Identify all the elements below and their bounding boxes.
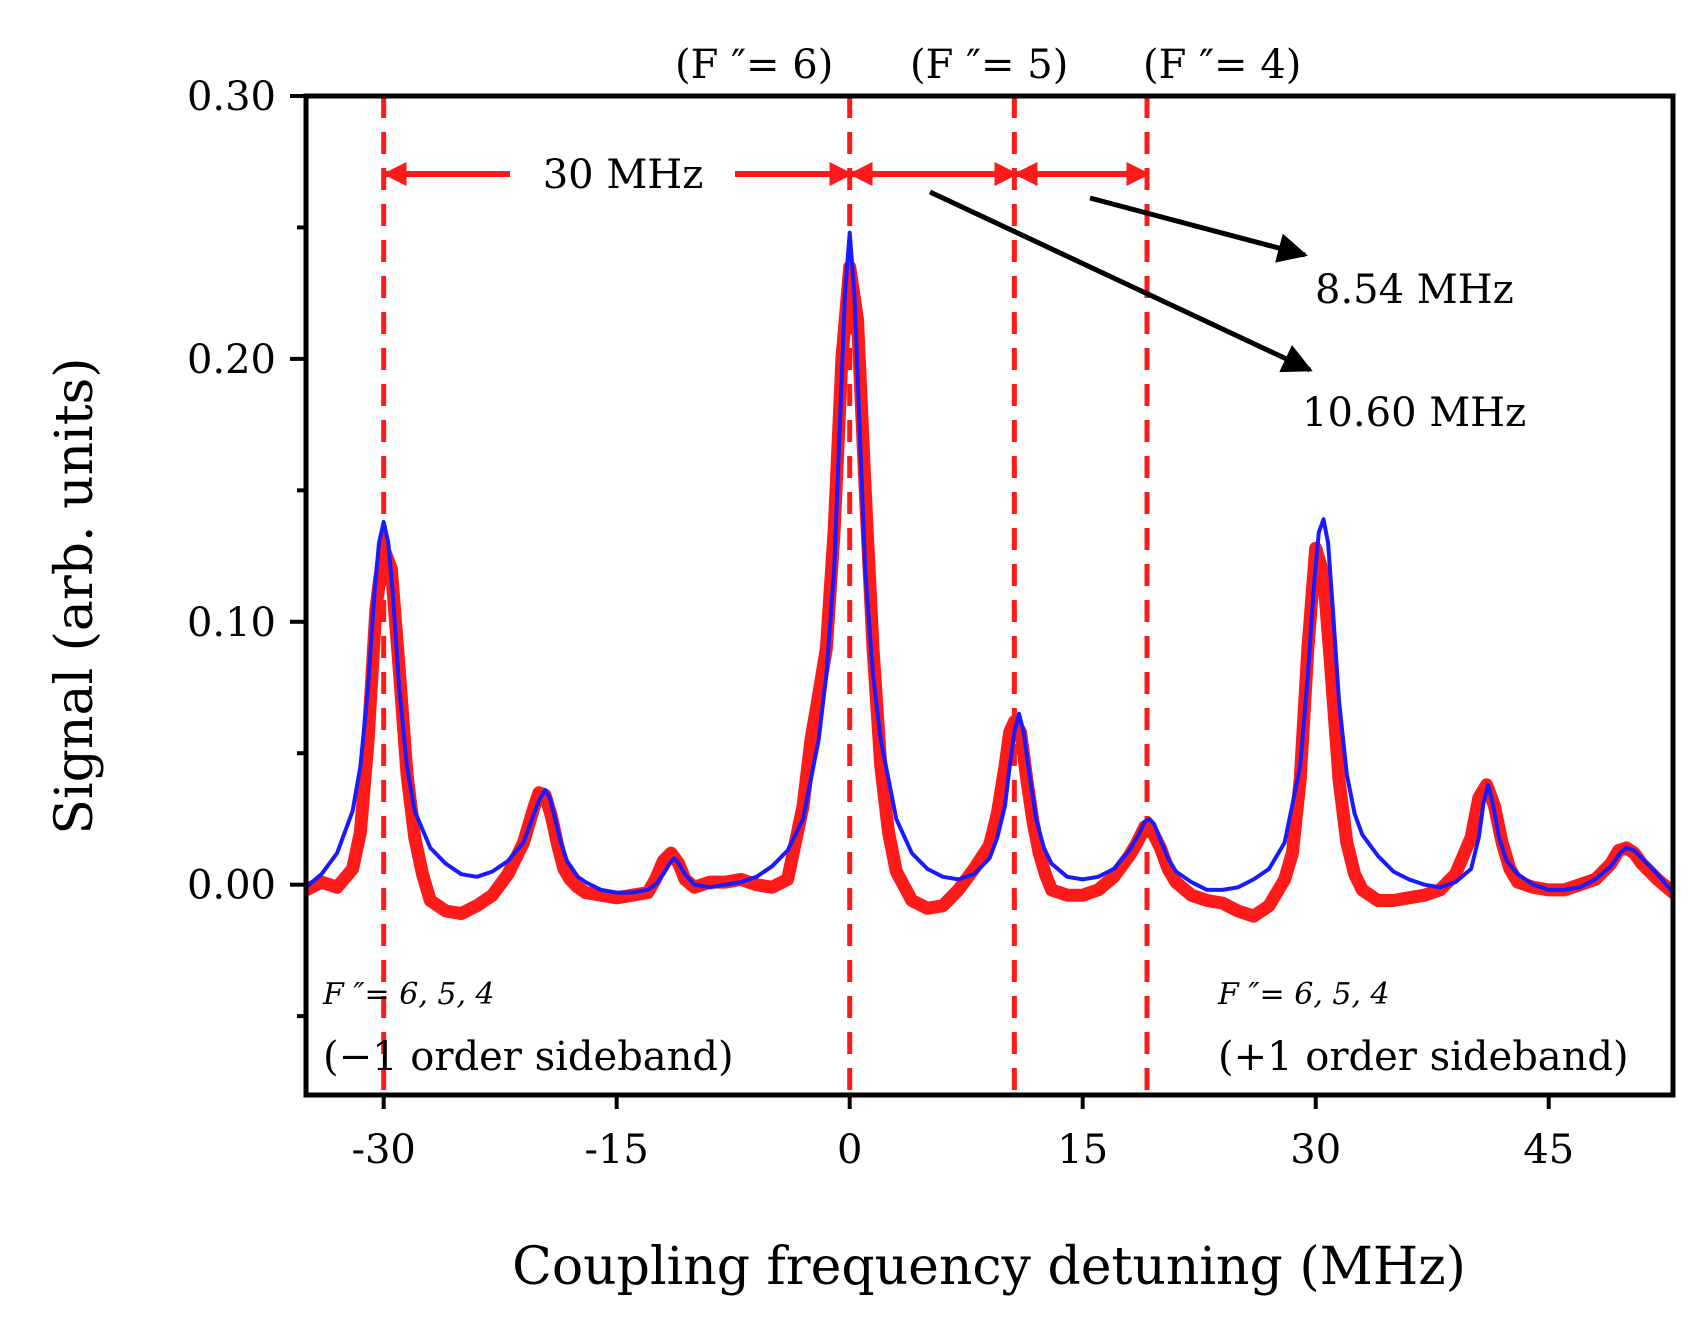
series-line-experiment bbox=[306, 260, 1673, 923]
top-label-f6: (F ″= 6) bbox=[675, 42, 833, 88]
top-label-f4: (F ″= 4) bbox=[1143, 42, 1301, 88]
y-tick-label: 0.10 bbox=[187, 600, 276, 646]
pointer-arrow-8-54 bbox=[1089, 195, 1308, 263]
span-label-bg bbox=[512, 150, 734, 202]
x-tick-label: 30 bbox=[1290, 1127, 1341, 1173]
x-tick-label: 45 bbox=[1523, 1127, 1574, 1173]
vline-layer bbox=[381, 96, 1150, 1095]
left-order-label: (−1 order sideband) bbox=[323, 1034, 734, 1080]
y-tick-label: 0.00 bbox=[187, 863, 276, 909]
spacing-label-10-60: 10.60 MHz bbox=[1302, 390, 1526, 436]
span-label: 30 MHz bbox=[543, 152, 704, 198]
right-order-label: (+1 order sideband) bbox=[1218, 1034, 1629, 1080]
x-tick-label: 0 bbox=[837, 1127, 862, 1173]
series-layer bbox=[306, 230, 1673, 923]
tick-layer: -30 -15 0 15 30 45 0.00 0.10 0.20 0.30 bbox=[187, 74, 1574, 1173]
left-hf-label: F ″= 6, 5, 4 bbox=[322, 977, 495, 1012]
right-hf-label: F ″= 6, 5, 4 bbox=[1217, 977, 1390, 1012]
top-label-f5: (F ″= 5) bbox=[910, 42, 1068, 88]
x-axis-title: Coupling frequency detuning (MHz) bbox=[512, 1237, 1466, 1297]
y-tick-label: 0.20 bbox=[187, 337, 276, 383]
plot-frame bbox=[303, 93, 1676, 1098]
y-tick-label: 0.30 bbox=[187, 74, 276, 120]
x-tick-label: 15 bbox=[1057, 1127, 1108, 1173]
x-tick-label: -30 bbox=[351, 1127, 415, 1173]
y-axis-title: Signal (arb. units) bbox=[45, 357, 105, 834]
pointer-arrow-10-60 bbox=[928, 189, 1313, 373]
pointer-arrows bbox=[928, 189, 1313, 373]
spacing-label-8-54: 8.54 MHz bbox=[1315, 267, 1514, 313]
x-tick-label: -15 bbox=[584, 1127, 648, 1173]
series-line-fit bbox=[306, 230, 1673, 895]
